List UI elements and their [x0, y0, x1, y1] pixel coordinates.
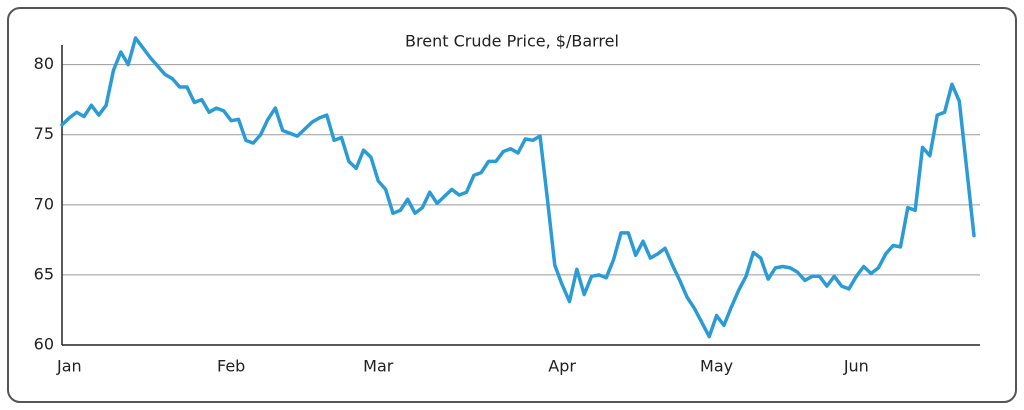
x-tick-label: Mar — [363, 357, 394, 376]
x-tick-label: Jan — [56, 357, 82, 376]
x-tick-label: Feb — [217, 357, 245, 376]
x-tick-label: Jun — [843, 357, 869, 376]
y-tick-label: 80 — [34, 54, 54, 73]
y-tick-label: 60 — [34, 335, 54, 354]
y-tick-label: 75 — [34, 124, 54, 143]
price-line — [60, 36, 976, 339]
y-tick-label: 70 — [34, 194, 54, 213]
y-tick-label: 65 — [34, 264, 54, 283]
x-tick-label: Apr — [548, 357, 576, 376]
chart-title: Brent Crude Price, $/Barrel — [405, 32, 619, 51]
x-tick-label: May — [700, 357, 733, 376]
